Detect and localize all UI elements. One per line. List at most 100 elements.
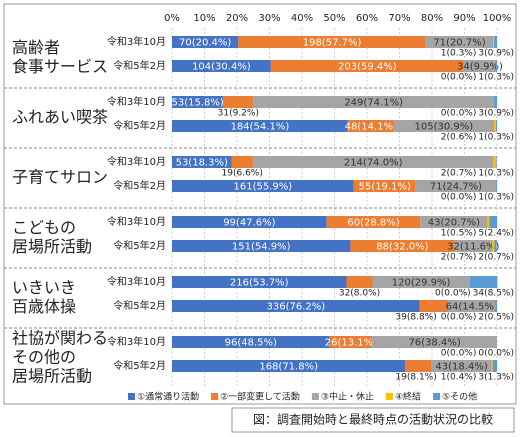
value-label: 32(8.0%) — [339, 289, 380, 299]
value-label: 32(11.6%) — [447, 242, 499, 253]
value-label: 2(0.7%) — [441, 253, 477, 263]
bar-segment — [172, 360, 406, 372]
x-tick-label: 20% — [226, 13, 248, 24]
bar-segment — [492, 240, 495, 252]
bar-segment — [252, 156, 494, 168]
value-label: 2(0.6%) — [441, 133, 477, 143]
x-tick-label: 70% — [388, 13, 410, 24]
legend-swatch — [211, 393, 219, 400]
bar-segment — [238, 36, 426, 48]
legend-label: ②一部変更して活動 — [220, 391, 300, 403]
group-label: 居場所活動 — [12, 237, 92, 256]
value-label: 31(9.2%) — [218, 109, 259, 119]
bar-segment — [415, 180, 497, 192]
value-label: 0(0.0%) — [441, 313, 477, 323]
bar-segment — [172, 216, 327, 228]
value-label: 2(0.7%) — [478, 253, 514, 263]
bar-segment — [494, 120, 497, 132]
bar-segment — [231, 156, 253, 168]
value-label: 71(24.7%) — [430, 182, 482, 193]
value-label: 34(9.9%) — [457, 62, 503, 73]
bar-segment — [489, 216, 497, 228]
value-label: 99(47.6%) — [223, 218, 275, 229]
value-label: 1(0.5%) — [441, 229, 477, 239]
bar-segment — [372, 336, 497, 348]
value-label: 0(0.0%) — [435, 289, 471, 299]
bar-segment — [487, 216, 490, 228]
value-label: 76(38.4%) — [408, 338, 460, 349]
legend-swatch — [385, 393, 393, 400]
value-label: 19(6.6%) — [222, 169, 263, 179]
value-label: 88(32.0%) — [376, 242, 428, 253]
legend-swatch — [311, 393, 319, 400]
value-label: 5(2.4%) — [478, 229, 514, 239]
group-label: 高齢者 — [12, 38, 60, 57]
value-label: 64(14.5%) — [446, 302, 498, 313]
bar-segment — [172, 336, 330, 348]
bar-segment — [431, 360, 492, 372]
bar-segment — [496, 180, 497, 192]
legend-swatch — [433, 393, 441, 400]
period-label: 令和3年10月 — [107, 155, 166, 168]
bar-segment — [253, 96, 495, 108]
value-label: 1(0.3%) — [441, 49, 477, 59]
bar-segment — [172, 96, 224, 108]
bar-segment — [405, 360, 432, 372]
x-tick-label: 100% — [483, 13, 512, 24]
bar-segment — [172, 180, 354, 192]
bar-segment — [419, 300, 449, 312]
period-label: 令和5年2月 — [113, 179, 166, 192]
value-label: 43(18.4%) — [435, 362, 487, 373]
bar-segment — [172, 60, 271, 72]
value-label: 60(28.8%) — [347, 218, 399, 229]
value-label: 1(0.3%) — [478, 133, 514, 143]
value-label: 53(18.3%) — [176, 158, 228, 169]
value-label: 214(74.0%) — [344, 158, 403, 169]
value-label: 184(54.1%) — [231, 122, 290, 133]
bar-segment — [372, 276, 470, 288]
bar-segment — [491, 360, 493, 372]
value-label: 39(8.8%) — [395, 313, 436, 323]
value-label: 3(0.9%) — [478, 49, 514, 59]
legend-label: ①通常通り活動 — [137, 391, 199, 403]
bar-segment — [492, 360, 497, 372]
legend-label: ⑤その他 — [442, 391, 477, 403]
value-label: 1(0.3%) — [478, 169, 514, 179]
group-label: 子育てサロン — [12, 168, 108, 187]
bar-segment — [469, 276, 498, 288]
x-tick-label: 40% — [291, 13, 313, 24]
period-label: 令和5年2月 — [113, 239, 166, 252]
bar-segment — [493, 156, 496, 168]
bar-segment — [172, 36, 239, 48]
value-label: 1(0.3%) — [478, 73, 514, 83]
value-label: 43(20.7%) — [428, 218, 480, 229]
x-tick-label: 10% — [193, 13, 215, 24]
bar-segment — [494, 36, 497, 48]
value-label: 168(71.8%) — [259, 362, 318, 373]
group-label: 食事サービス — [12, 57, 108, 76]
period-label: 令和3年10月 — [107, 275, 166, 288]
value-label: 120(29.9%) — [392, 278, 451, 289]
period-label: 令和3年10月 — [107, 335, 166, 348]
bar-segment — [270, 60, 464, 72]
bar-segment — [494, 240, 497, 252]
bar-segment — [223, 96, 254, 108]
value-label: 0(0.0%) — [478, 349, 514, 359]
value-label: 161(55.9%) — [234, 182, 293, 193]
value-label: 70(20.4%) — [179, 38, 231, 49]
bar-segment — [496, 120, 497, 132]
period-label: 令和3年10月 — [107, 35, 166, 48]
bar-segment — [347, 120, 394, 132]
period-label: 令和5年2月 — [113, 359, 166, 372]
group-label: ふれあい喫茶 — [12, 108, 108, 127]
bar-segment — [454, 240, 493, 252]
value-label: 0(0.0%) — [441, 349, 477, 359]
x-tick-label: 80% — [421, 13, 443, 24]
period-label: 令和5年2月 — [113, 299, 166, 312]
x-tick-label: 60% — [356, 13, 378, 24]
bar-segment — [425, 36, 494, 48]
bar-segment — [346, 276, 373, 288]
bar-segment — [353, 180, 416, 192]
value-label: 34(8.5%) — [473, 289, 514, 299]
